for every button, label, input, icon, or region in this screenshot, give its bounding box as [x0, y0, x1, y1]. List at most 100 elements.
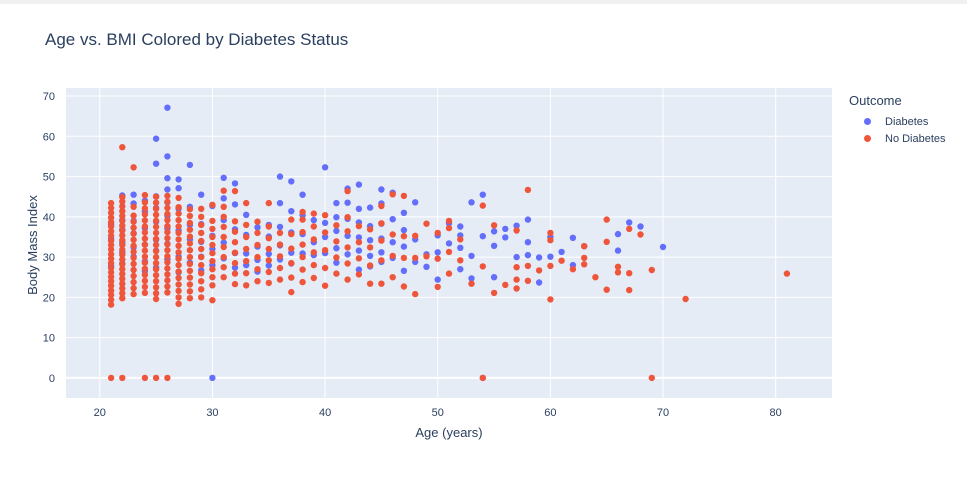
- data-point[interactable]: [243, 257, 250, 265]
- data-point[interactable]: [186, 212, 194, 220]
- data-point[interactable]: [107, 232, 115, 239]
- data-point[interactable]: [152, 160, 160, 167]
- data-point[interactable]: [119, 227, 126, 234]
- data-point[interactable]: [186, 233, 194, 240]
- data-point[interactable]: [648, 266, 655, 274]
- data-point[interactable]: [412, 290, 419, 298]
- data-point[interactable]: [333, 222, 340, 229]
- data-point[interactable]: [569, 234, 577, 241]
- data-point[interactable]: [614, 230, 622, 238]
- data-point[interactable]: [626, 225, 633, 233]
- data-point[interactable]: [152, 205, 160, 212]
- data-point[interactable]: [107, 269, 115, 276]
- data-point[interactable]: [276, 223, 284, 231]
- data-point[interactable]: [288, 230, 295, 238]
- data-point[interactable]: [445, 240, 453, 247]
- data-point[interactable]: [186, 161, 194, 169]
- data-point[interactable]: [141, 247, 149, 254]
- data-point[interactable]: [535, 267, 543, 274]
- data-point[interactable]: [152, 217, 160, 225]
- data-point[interactable]: [220, 243, 227, 251]
- data-point[interactable]: [130, 272, 137, 280]
- legend-item-diabetes[interactable]: Diabetes: [849, 113, 946, 130]
- data-point[interactable]: [220, 203, 227, 210]
- data-point[interactable]: [198, 253, 205, 261]
- data-point[interactable]: [445, 270, 453, 277]
- data-point[interactable]: [366, 280, 374, 287]
- data-point[interactable]: [152, 135, 160, 142]
- data-point[interactable]: [119, 217, 126, 225]
- data-point[interactable]: [220, 174, 227, 181]
- data-point[interactable]: [119, 285, 126, 292]
- data-point[interactable]: [310, 223, 317, 230]
- data-point[interactable]: [198, 245, 205, 253]
- data-point[interactable]: [175, 194, 182, 202]
- data-point[interactable]: [468, 252, 475, 260]
- data-point[interactable]: [107, 301, 115, 308]
- data-point[interactable]: [524, 216, 532, 223]
- data-point[interactable]: [107, 223, 115, 230]
- data-point[interactable]: [389, 274, 396, 281]
- data-point[interactable]: [490, 289, 498, 297]
- data-point[interactable]: [423, 263, 430, 270]
- data-point[interactable]: [333, 227, 340, 235]
- data-point[interactable]: [175, 223, 182, 230]
- data-point[interactable]: [186, 247, 194, 254]
- data-point[interactable]: [164, 271, 171, 278]
- data-point[interactable]: [186, 267, 194, 274]
- data-point[interactable]: [119, 198, 126, 205]
- data-point[interactable]: [321, 264, 329, 272]
- data-point[interactable]: [344, 244, 351, 251]
- data-point[interactable]: [400, 243, 408, 250]
- data-point[interactable]: [130, 254, 137, 262]
- data-point[interactable]: [119, 280, 126, 287]
- data-point[interactable]: [198, 278, 205, 285]
- data-point[interactable]: [434, 255, 441, 262]
- data-point[interactable]: [141, 374, 149, 382]
- data-point[interactable]: [164, 175, 171, 182]
- data-point[interactable]: [344, 199, 351, 206]
- data-point[interactable]: [164, 265, 171, 272]
- data-point[interactable]: [513, 227, 520, 234]
- data-point[interactable]: [457, 266, 464, 273]
- data-point[interactable]: [107, 246, 115, 253]
- data-point[interactable]: [490, 242, 498, 249]
- data-point[interactable]: [637, 223, 644, 230]
- data-point[interactable]: [198, 191, 205, 198]
- data-point[interactable]: [400, 283, 408, 290]
- data-point[interactable]: [164, 186, 171, 193]
- data-point[interactable]: [288, 274, 295, 281]
- data-point[interactable]: [175, 287, 182, 295]
- data-point[interactable]: [299, 266, 306, 273]
- data-point[interactable]: [513, 253, 520, 261]
- data-point[interactable]: [152, 272, 160, 279]
- data-point[interactable]: [321, 282, 329, 289]
- data-point[interactable]: [366, 252, 374, 260]
- data-point[interactable]: [490, 228, 498, 235]
- data-point[interactable]: [299, 253, 306, 261]
- data-point[interactable]: [231, 249, 239, 256]
- data-point[interactable]: [321, 233, 329, 241]
- data-point[interactable]: [333, 199, 340, 207]
- data-point[interactable]: [412, 199, 419, 206]
- data-point[interactable]: [175, 216, 182, 224]
- data-point[interactable]: [175, 300, 182, 307]
- data-point[interactable]: [265, 262, 272, 269]
- data-point[interactable]: [614, 247, 622, 254]
- data-point[interactable]: [119, 251, 126, 258]
- data-point[interactable]: [581, 261, 588, 268]
- data-point[interactable]: [175, 281, 182, 288]
- data-point[interactable]: [254, 229, 261, 237]
- data-point[interactable]: [400, 267, 408, 274]
- data-point[interactable]: [288, 288, 295, 296]
- data-point[interactable]: [130, 278, 137, 286]
- data-point[interactable]: [333, 245, 340, 252]
- data-point[interactable]: [175, 261, 182, 269]
- data-point[interactable]: [130, 290, 137, 298]
- data-point[interactable]: [141, 265, 149, 272]
- data-point[interactable]: [198, 270, 205, 277]
- data-point[interactable]: [400, 192, 408, 200]
- data-point[interactable]: [107, 291, 115, 299]
- data-point[interactable]: [299, 208, 306, 216]
- data-point[interactable]: [175, 229, 182, 237]
